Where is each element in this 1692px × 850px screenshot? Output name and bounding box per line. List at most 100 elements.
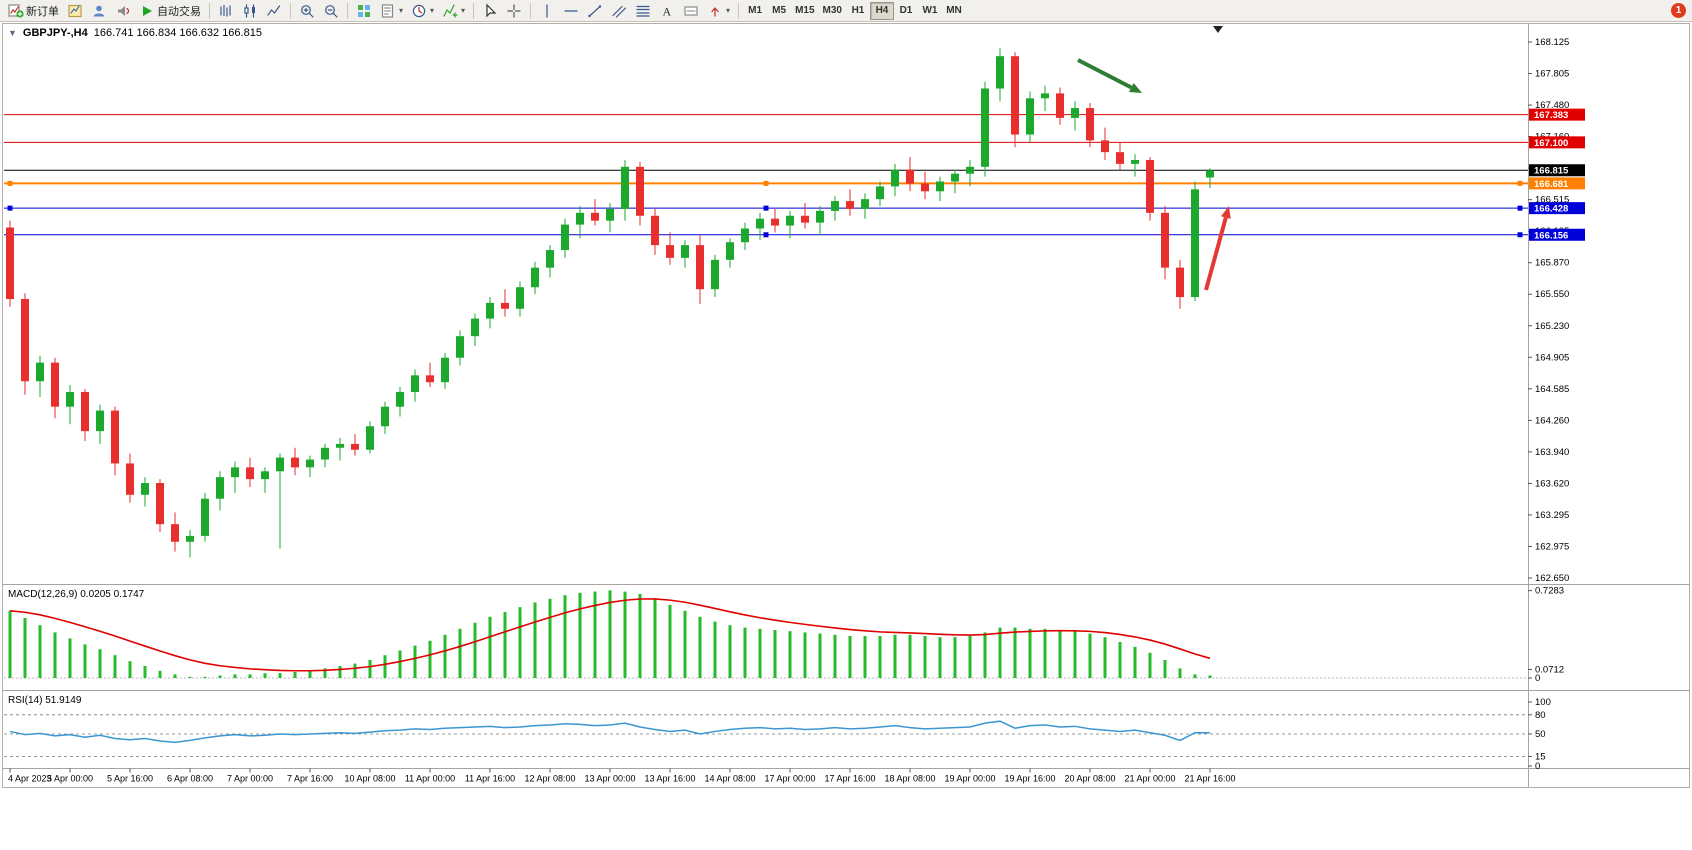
period-icon (411, 3, 427, 19)
candlestick-chart-button[interactable] (238, 1, 262, 21)
line-chart-button[interactable] (262, 1, 286, 21)
candle (741, 222, 749, 251)
timeframe-button-h1[interactable]: H1 (846, 2, 870, 20)
line-chart-icon (266, 3, 282, 19)
macd-histogram-bar (173, 674, 177, 678)
main-price-pane[interactable] (4, 26, 1528, 558)
chart-shift-marker[interactable] (1213, 26, 1223, 33)
candle (366, 421, 374, 454)
label-button[interactable] (679, 1, 703, 21)
support-line-1-handle[interactable] (763, 205, 769, 211)
timeframe-button-w1[interactable]: W1 (918, 2, 942, 20)
cursor-button[interactable] (478, 1, 502, 21)
channel-button[interactable] (607, 1, 631, 21)
candle (1041, 85, 1049, 112)
candle (1191, 181, 1199, 301)
one-click-trading-arrow[interactable]: ▼ (8, 28, 17, 38)
price-tag-text: 166.681 (1534, 179, 1569, 190)
pivot-line-handle[interactable] (1517, 180, 1523, 186)
candle (891, 163, 899, 197)
rsi-pane[interactable]: RSI(14) 51.9149 100 80 50 150 (4, 695, 1551, 772)
time-axis-label: 10 Apr 08:00 (344, 774, 395, 784)
current-price-line-price-tag: 166.815 (1529, 164, 1585, 177)
new-order-button[interactable]: 新订单 (4, 1, 63, 21)
macd-histogram-bar (413, 645, 417, 678)
red-arrow-annotation[interactable] (1204, 206, 1231, 291)
price-tag-text: 167.100 (1534, 138, 1568, 149)
macd-title: MACD(12,26,9) 0.0205 0.1747 (8, 589, 145, 600)
arrows-button[interactable]: ▾ (703, 1, 734, 21)
charts-button[interactable] (63, 1, 87, 21)
candle (996, 48, 1004, 102)
chevron-down-icon: ▾ (461, 6, 466, 15)
price-axis-label: 167.805 (1535, 69, 1569, 80)
notification-badge[interactable]: 1 (1671, 3, 1686, 18)
macd-signal-line (9, 598, 1211, 672)
candle (1086, 103, 1094, 148)
crosshair-button[interactable] (502, 1, 526, 21)
support-line-1-handle[interactable] (1517, 205, 1523, 211)
bar-chart-button[interactable] (214, 1, 238, 21)
candle (336, 438, 344, 461)
pivot-line[interactable] (4, 180, 1528, 186)
support-line-2[interactable] (4, 232, 1528, 238)
price-axis: 168.125167.805167.480167.160166.840166.5… (1528, 37, 1585, 584)
vertical-line-button[interactable] (535, 1, 559, 21)
macd-histogram-bar (68, 638, 72, 678)
fibonacci-button[interactable] (631, 1, 655, 21)
macd-histogram-bar (308, 670, 312, 678)
support-line-1-handle[interactable] (7, 205, 13, 211)
time-axis-label: 12 Apr 08:00 (524, 774, 575, 784)
autotrading-button[interactable]: 自动交易 (135, 1, 205, 21)
pivot-line-handle[interactable] (763, 180, 769, 186)
zoom-in-button[interactable] (295, 1, 319, 21)
macd-histogram-bar (1088, 633, 1092, 678)
alerts-button[interactable] (111, 1, 135, 21)
templates-button[interactable]: ▾ (376, 1, 407, 21)
candle (906, 157, 914, 192)
label-icon (683, 3, 699, 19)
text-button[interactable]: A (655, 1, 679, 21)
candle (291, 447, 299, 476)
timeframe-button-h4[interactable]: H4 (869, 1, 894, 20)
timeframe-button-mn[interactable]: MN (942, 2, 966, 20)
timeframe-button-m1[interactable]: M1 (743, 2, 767, 20)
price-tag-text: 166.815 (1534, 166, 1569, 177)
profile-button[interactable] (87, 1, 111, 21)
macd-histogram-bar (368, 660, 372, 678)
timeframe-button-m30[interactable]: M30 (819, 2, 846, 20)
pivot-line-handle[interactable] (7, 180, 13, 186)
macd-histogram-bar (1163, 660, 1167, 678)
timeframe-button-d1[interactable]: D1 (894, 2, 918, 20)
channel-icon (611, 3, 627, 19)
candle (801, 203, 809, 229)
support-line-2-handle[interactable] (763, 232, 769, 238)
periods-button[interactable]: ▾ (407, 1, 438, 21)
macd-histogram-bar (98, 649, 102, 678)
zoom-out-button[interactable] (319, 1, 343, 21)
time-axis-label: 21 Apr 00:00 (1124, 774, 1175, 784)
candle (471, 313, 479, 346)
time-axis-label: 19 Apr 00:00 (944, 774, 995, 784)
trendline-button[interactable] (583, 1, 607, 21)
timeframe-button-m15[interactable]: M15 (791, 2, 818, 20)
candle (6, 220, 14, 307)
toolbar-separator (738, 2, 740, 19)
support-line-2-handle[interactable] (1517, 232, 1523, 238)
horizontal-line-button[interactable] (559, 1, 583, 21)
macd-histogram-bar (713, 621, 717, 678)
tile-windows-button[interactable] (352, 1, 376, 21)
candle (501, 289, 509, 317)
vline-icon (539, 3, 555, 19)
indicators-button[interactable]: ▾ (438, 1, 469, 21)
candle (1146, 157, 1154, 221)
macd-histogram-bar (278, 673, 282, 678)
green-arrow-annotation[interactable] (1077, 58, 1142, 93)
time-axis-label: 18 Apr 08:00 (884, 774, 935, 784)
candle (351, 434, 359, 456)
support-line-1[interactable] (4, 205, 1528, 211)
timeframe-button-m5[interactable]: M5 (767, 2, 791, 20)
